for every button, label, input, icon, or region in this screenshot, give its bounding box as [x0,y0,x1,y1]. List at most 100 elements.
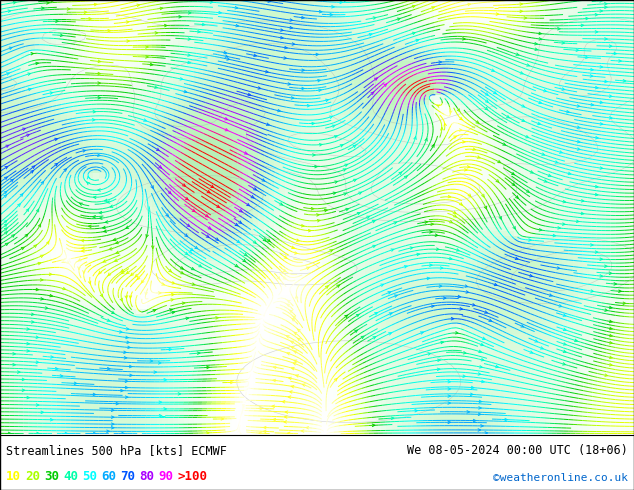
FancyArrowPatch shape [609,320,612,322]
FancyArrowPatch shape [333,192,336,195]
FancyArrowPatch shape [268,239,270,242]
FancyArrowPatch shape [87,182,89,185]
FancyArrowPatch shape [437,105,440,107]
FancyArrowPatch shape [21,247,24,250]
FancyArrowPatch shape [548,174,551,176]
FancyArrowPatch shape [25,234,28,237]
FancyArrowPatch shape [280,203,283,205]
FancyArrowPatch shape [337,285,340,288]
FancyArrowPatch shape [126,271,129,274]
FancyArrowPatch shape [294,363,296,365]
FancyArrowPatch shape [609,364,612,366]
FancyArrowPatch shape [146,46,148,48]
FancyArrowPatch shape [169,348,171,351]
FancyArrowPatch shape [100,294,103,297]
FancyArrowPatch shape [410,247,413,249]
FancyArrowPatch shape [49,273,52,275]
FancyArrowPatch shape [478,373,481,375]
FancyArrowPatch shape [316,214,319,216]
FancyArrowPatch shape [284,256,287,258]
FancyArrowPatch shape [314,166,317,168]
FancyArrowPatch shape [236,24,238,27]
FancyArrowPatch shape [472,304,475,306]
FancyArrowPatch shape [195,246,198,249]
FancyArrowPatch shape [112,423,114,425]
FancyArrowPatch shape [619,290,621,293]
FancyArrowPatch shape [515,196,519,198]
FancyArrowPatch shape [184,90,187,93]
FancyArrowPatch shape [530,171,533,173]
FancyArrowPatch shape [262,179,265,181]
FancyArrowPatch shape [595,137,598,139]
FancyArrowPatch shape [127,341,129,343]
FancyArrowPatch shape [290,391,292,393]
FancyArrowPatch shape [590,244,593,246]
FancyArrowPatch shape [104,230,107,232]
FancyArrowPatch shape [563,200,566,203]
FancyArrowPatch shape [539,101,541,103]
FancyArrowPatch shape [512,183,515,186]
FancyArrowPatch shape [283,270,286,271]
FancyArrowPatch shape [113,238,116,241]
Text: 90: 90 [158,470,174,483]
FancyArrowPatch shape [287,300,290,303]
FancyArrowPatch shape [98,97,100,99]
FancyArrowPatch shape [581,24,584,26]
FancyArrowPatch shape [4,177,7,179]
FancyArrowPatch shape [609,117,612,119]
FancyArrowPatch shape [605,80,607,83]
FancyArrowPatch shape [45,307,48,309]
FancyArrowPatch shape [277,276,280,279]
Text: 70: 70 [120,470,136,483]
FancyArrowPatch shape [172,311,174,314]
FancyArrowPatch shape [187,224,190,226]
FancyArrowPatch shape [443,297,446,299]
FancyArrowPatch shape [496,13,499,15]
FancyArrowPatch shape [553,234,555,237]
FancyArrowPatch shape [93,119,95,121]
FancyArrowPatch shape [605,6,607,8]
FancyArrowPatch shape [251,196,254,198]
FancyArrowPatch shape [318,89,321,92]
FancyArrowPatch shape [294,360,297,363]
FancyArrowPatch shape [609,95,612,98]
FancyArrowPatch shape [124,357,127,359]
FancyArrowPatch shape [291,97,294,99]
FancyArrowPatch shape [436,248,439,250]
FancyArrowPatch shape [555,161,558,163]
FancyArrowPatch shape [122,432,124,435]
FancyArrowPatch shape [484,206,486,209]
FancyArrowPatch shape [549,294,552,296]
FancyArrowPatch shape [481,425,483,427]
FancyArrowPatch shape [46,1,49,4]
Text: 40: 40 [63,470,79,483]
FancyArrowPatch shape [66,261,69,264]
FancyArrowPatch shape [4,224,7,227]
FancyArrowPatch shape [27,350,29,352]
FancyArrowPatch shape [254,188,256,190]
FancyArrowPatch shape [79,259,81,261]
FancyArrowPatch shape [107,430,109,433]
FancyArrowPatch shape [278,109,280,112]
FancyArrowPatch shape [478,429,481,431]
Text: We 08-05-2024 00:00 UTC (18+06): We 08-05-2024 00:00 UTC (18+06) [407,444,628,457]
FancyArrowPatch shape [595,86,598,89]
FancyArrowPatch shape [298,338,301,341]
FancyArrowPatch shape [179,16,181,18]
FancyArrowPatch shape [210,1,213,3]
FancyArrowPatch shape [375,313,377,315]
FancyArrowPatch shape [159,415,162,417]
FancyArrowPatch shape [46,242,49,244]
FancyArrowPatch shape [231,381,233,384]
FancyArrowPatch shape [558,227,560,229]
FancyArrowPatch shape [432,145,434,147]
FancyArrowPatch shape [563,328,566,331]
FancyArrowPatch shape [557,267,560,270]
FancyArrowPatch shape [595,194,598,196]
FancyArrowPatch shape [41,7,44,9]
FancyArrowPatch shape [391,417,394,419]
FancyArrowPatch shape [137,277,140,279]
FancyArrowPatch shape [137,4,139,6]
FancyArrowPatch shape [460,308,462,310]
FancyArrowPatch shape [4,228,7,230]
